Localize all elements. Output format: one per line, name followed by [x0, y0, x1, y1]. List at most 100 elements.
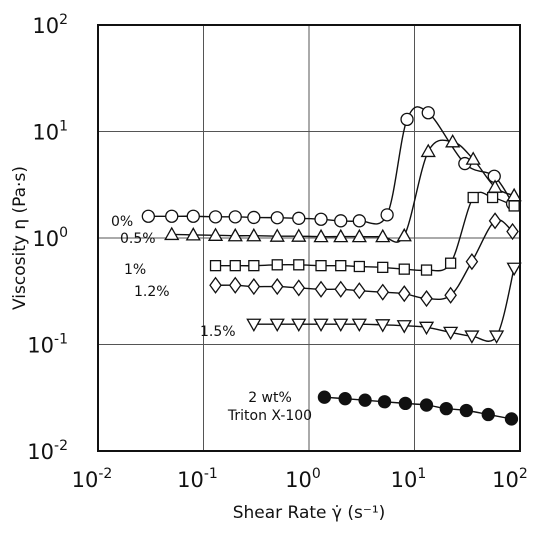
point-0-5pct [396, 227, 412, 242]
series-label-1-2pct: 1.2% [134, 284, 170, 300]
point-1pct [444, 257, 457, 269]
series-line-triton [324, 396, 512, 420]
x-tick-labels: 10-2 10-1 100 101 102 [72, 466, 528, 492]
point-1pct [377, 261, 389, 274]
point-0pct [421, 106, 435, 120]
point-1-2pct [465, 253, 479, 271]
point-1-2pct [444, 286, 457, 304]
point-1-5pct [269, 318, 285, 333]
y-tick-label: 101 [32, 119, 68, 145]
point-0-5pct [465, 151, 481, 165]
point-0pct [141, 209, 155, 223]
point-0-5pct [291, 228, 307, 242]
point-triton [398, 396, 413, 411]
point-1-2pct [314, 280, 328, 298]
point-1-5pct [246, 318, 262, 333]
point-triton [439, 401, 453, 416]
point-0-5pct [246, 227, 262, 242]
point-0pct [270, 211, 284, 225]
point-1-5pct [488, 330, 505, 344]
point-triton [459, 403, 473, 418]
y-tick-label: 10-1 [27, 332, 68, 358]
point-1pct [486, 191, 499, 204]
point-1-5pct [464, 330, 480, 344]
point-0-5pct [207, 227, 224, 241]
point-1-5pct [418, 321, 435, 336]
series-labels: 0%0.5% 1% 1.2% 1.5% 2 wt% Triton X-100 [111, 214, 312, 424]
point-0pct [352, 214, 366, 228]
point-1-5pct [333, 318, 349, 333]
gridlines [98, 25, 520, 451]
point-1-2pct [506, 222, 519, 241]
point-1pct [467, 191, 479, 204]
point-1pct [335, 260, 347, 272]
point-1-2pct [247, 277, 261, 296]
point-1-5pct [506, 262, 522, 277]
series-label-triton: 2 wt% [248, 390, 292, 406]
point-1-2pct [228, 276, 242, 294]
point-1-2pct [292, 279, 306, 297]
point-1pct [248, 260, 260, 272]
point-0pct [487, 169, 501, 183]
point-triton [481, 407, 495, 422]
point-0pct [334, 214, 348, 228]
y-tick-label: 100 [32, 225, 68, 251]
point-1-5pct [396, 320, 412, 334]
x-tick-label: 10-1 [177, 466, 218, 492]
x-axis-title: Shear Rate γ̇ (s⁻¹) [233, 503, 386, 523]
x-tick-label: 102 [492, 466, 528, 492]
point-triton [377, 395, 392, 409]
series-label-0pct: 0% [111, 214, 133, 230]
point-0pct [292, 211, 306, 225]
point-0pct [380, 208, 394, 222]
series-label-1-5pct: 1.5% [200, 324, 236, 340]
point-1-2pct [334, 280, 348, 298]
y-tick-label: 10-2 [27, 438, 68, 464]
point-0-5pct [420, 143, 436, 158]
point-0-5pct [164, 226, 180, 241]
point-1-5pct [313, 318, 329, 333]
point-0-5pct [269, 228, 285, 242]
point-0pct [208, 210, 223, 224]
point-0-5pct [445, 133, 461, 148]
point-1pct [271, 259, 283, 271]
x-tick-label: 100 [285, 466, 321, 492]
point-0pct [186, 209, 200, 223]
point-1-2pct [488, 212, 502, 230]
point-0-5pct [313, 228, 329, 243]
point-triton [504, 412, 519, 426]
point-triton [358, 393, 372, 407]
point-0-5pct [351, 228, 367, 243]
point-triton [419, 398, 434, 412]
series-label-0-5pct: 0.5% [120, 231, 156, 247]
y-axis-title: Viscosity η (Pa·s) [10, 166, 30, 310]
point-1pct [293, 259, 305, 271]
series-label-triton: Triton X-100 [227, 408, 312, 424]
point-1-2pct [270, 277, 284, 296]
point-0pct [247, 210, 261, 225]
point-0-5pct [375, 228, 391, 243]
point-1-5pct [351, 318, 367, 333]
point-0pct [314, 212, 328, 226]
point-1pct [315, 260, 327, 272]
point-0-5pct [227, 227, 243, 242]
point-1pct [353, 260, 365, 273]
point-1-2pct [209, 276, 222, 294]
point-1-2pct [353, 282, 366, 300]
point-0-5pct [333, 228, 349, 243]
point-triton [317, 390, 332, 404]
point-1pct [420, 264, 433, 276]
point-1pct [209, 260, 222, 272]
point-1-2pct [420, 289, 433, 308]
point-1pct [229, 260, 241, 272]
data-points [141, 106, 522, 426]
point-0pct [400, 112, 414, 127]
point-0pct [165, 209, 179, 223]
point-1-2pct [397, 285, 411, 303]
x-tick-label: 10-2 [72, 466, 113, 492]
y-tick-label: 102 [32, 12, 68, 38]
series-label-1pct: 1% [124, 262, 146, 278]
point-1pct [508, 200, 520, 212]
